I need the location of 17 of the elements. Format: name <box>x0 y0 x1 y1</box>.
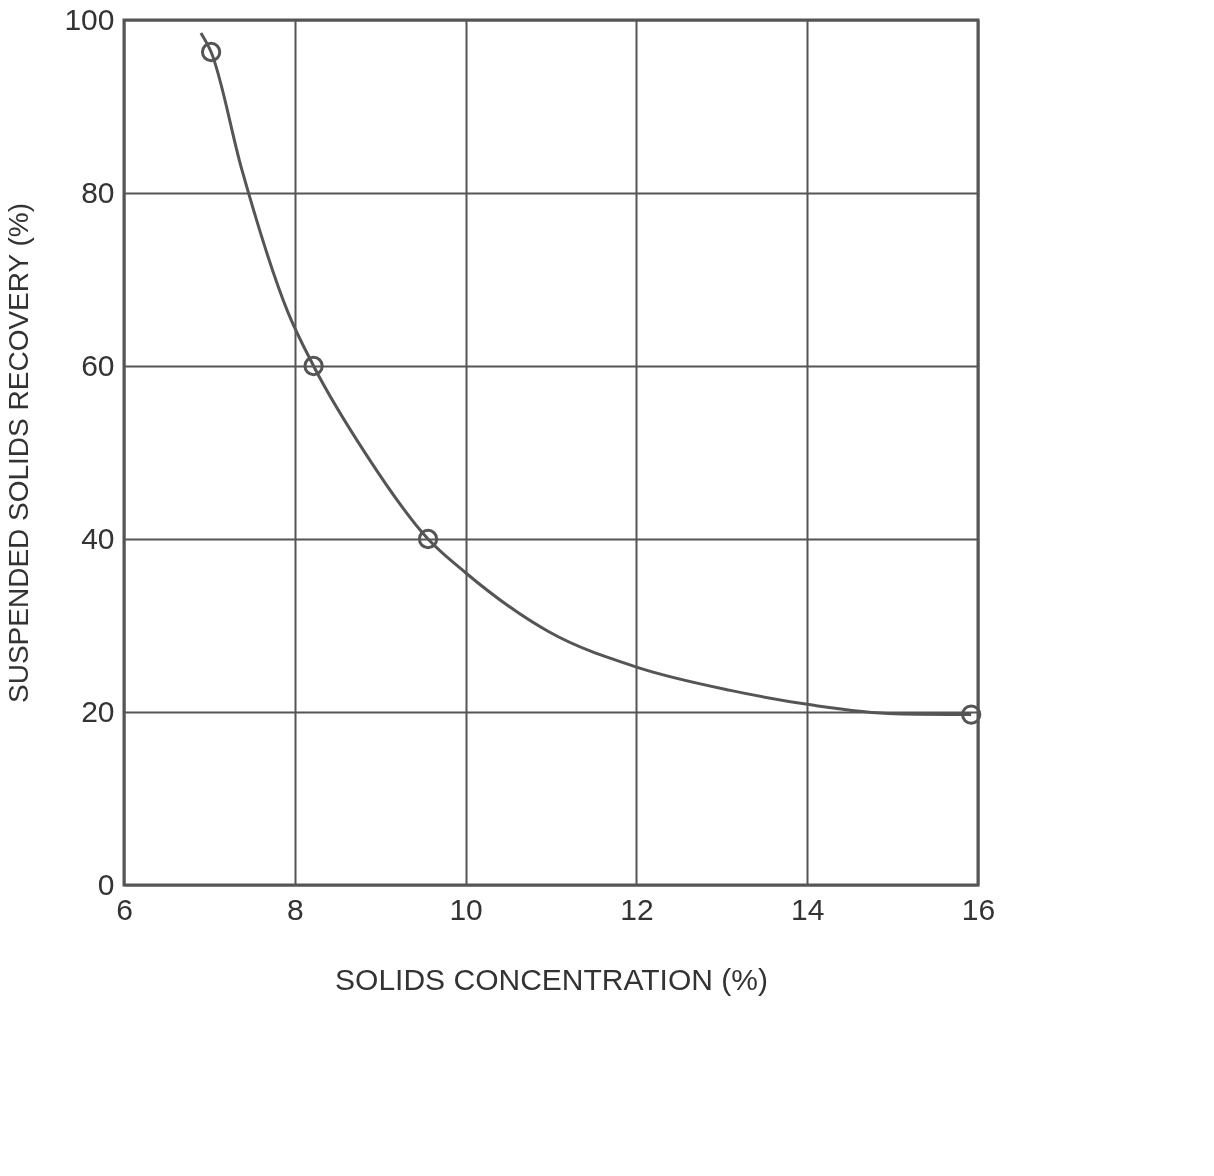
x-tick-label: 14 <box>791 892 825 926</box>
y-tick-label: 60 <box>81 348 115 382</box>
y-axis-title: SUSPENDED SOLIDS RECOVERY (%) <box>3 203 35 703</box>
y-tick-label: 0 <box>97 867 115 901</box>
x-tick-label: 6 <box>116 892 133 926</box>
x-tick-label: 10 <box>449 892 483 926</box>
y-tick-label: 40 <box>81 521 115 555</box>
point <box>417 528 439 550</box>
point <box>303 355 324 377</box>
y-tick-label: 100 <box>64 2 115 36</box>
x-tick-label: 16 <box>961 892 996 926</box>
point <box>200 41 222 63</box>
y-tick-label: 80 <box>81 175 115 209</box>
x-tick-label: 8 <box>286 892 304 926</box>
x-axis-title: SOLIDS CONCENTRATION (%) <box>335 962 768 996</box>
y-tick-label: 20 <box>81 694 115 728</box>
x-tick-label: 12 <box>620 892 654 926</box>
